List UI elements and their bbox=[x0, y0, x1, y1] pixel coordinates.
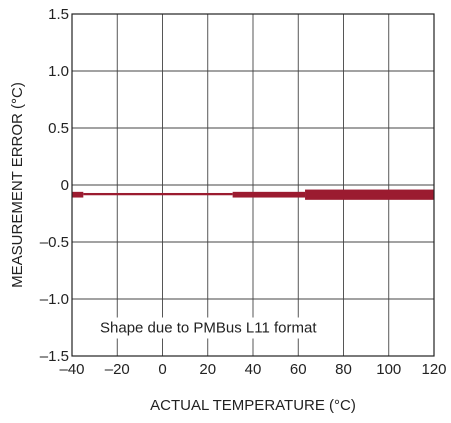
grid bbox=[72, 14, 434, 356]
annotation: Shape due to PMBus L11 format bbox=[100, 320, 317, 337]
x-tick-label: 60 bbox=[290, 361, 307, 378]
x-axis-title: ACTUAL TEMPERATURE (°C) bbox=[150, 397, 356, 414]
series-band bbox=[72, 192, 83, 198]
y-tick-label: 1.0 bbox=[48, 63, 69, 80]
y-axis-title: MEASUREMENT ERROR (°C) bbox=[9, 82, 26, 288]
x-tick-label: –40 bbox=[59, 361, 84, 378]
series-band bbox=[83, 193, 232, 195]
y-tick-label: –0.5 bbox=[40, 234, 69, 251]
series-band bbox=[305, 190, 434, 200]
x-tick-label: 20 bbox=[199, 361, 216, 378]
y-tick-label: –1.0 bbox=[40, 291, 69, 308]
x-tick-label: 80 bbox=[335, 361, 352, 378]
x-tick-label: 0 bbox=[158, 361, 166, 378]
y-tick-label: 0.5 bbox=[48, 120, 69, 137]
x-tick-labels: –40 –20 0 20 40 60 80 100 120 bbox=[59, 361, 446, 378]
y-tick-label: 0 bbox=[61, 177, 69, 194]
x-tick-label: 120 bbox=[421, 361, 446, 378]
y-tick-labels: 1.51.00.50–0.5–1.0–1.5 bbox=[40, 6, 69, 365]
series-band bbox=[233, 192, 305, 198]
x-tick-label: –20 bbox=[105, 361, 130, 378]
y-tick-label: 1.5 bbox=[48, 6, 69, 23]
x-tick-label: 40 bbox=[245, 361, 262, 378]
x-tick-label: 100 bbox=[376, 361, 401, 378]
